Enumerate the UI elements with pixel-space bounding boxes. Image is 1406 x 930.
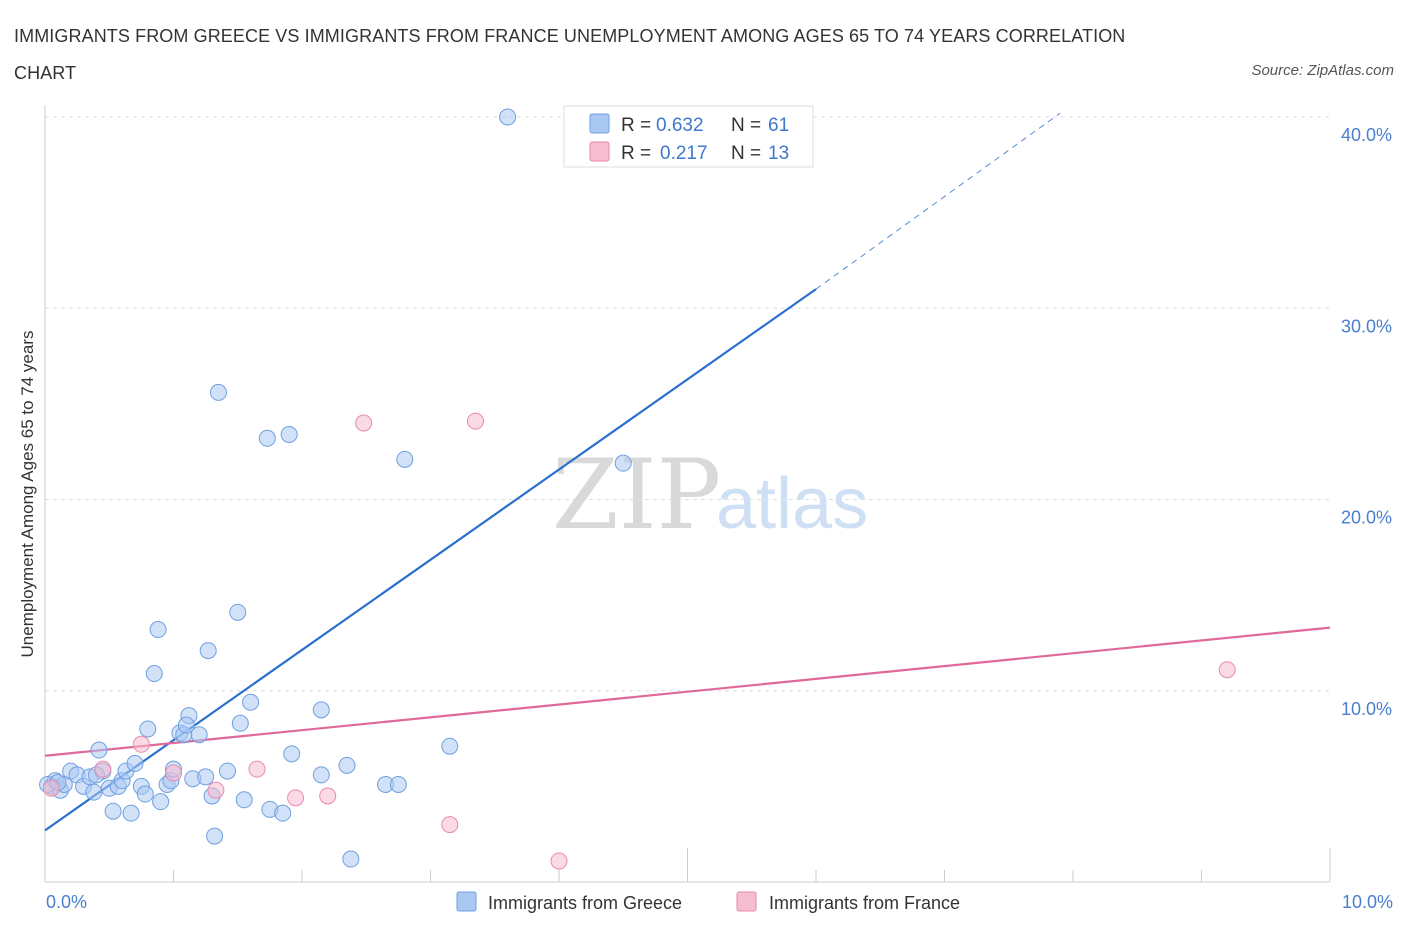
point-greece-35 xyxy=(206,827,224,845)
point-greece-23 xyxy=(152,793,170,811)
trend-line-france xyxy=(44,626,1331,757)
point-greece-54 xyxy=(441,737,459,755)
x-tick-label-1: 10.0% xyxy=(1342,892,1393,912)
point-greece-9 xyxy=(90,741,108,759)
legend-r-label-france: R = xyxy=(621,143,651,164)
legend-r-label-greece: R = xyxy=(621,115,651,136)
data-points xyxy=(39,108,1236,870)
correlation-legend: R = 0.632 N = 61 R = 0.217 N = 13 xyxy=(563,105,814,168)
point-greece-52 xyxy=(389,775,407,793)
legend-r-value-france: 0.217 xyxy=(660,143,708,164)
axes xyxy=(44,105,1331,883)
watermark: ZIP atlas xyxy=(552,439,868,551)
point-greece-45 xyxy=(280,425,298,443)
point-greece-16 xyxy=(122,804,140,822)
series-legend-swatch-greece xyxy=(456,891,477,912)
point-france-6 xyxy=(287,789,305,807)
legend-n-value-greece: 61 xyxy=(768,115,789,136)
y-tick-label-3: 40.0% xyxy=(1341,125,1392,145)
point-greece-42 xyxy=(258,429,276,447)
point-france-12 xyxy=(1218,661,1236,679)
point-france-2 xyxy=(132,735,150,753)
point-france-11 xyxy=(550,852,568,870)
point-greece-47 xyxy=(312,701,330,719)
point-greece-44 xyxy=(274,804,292,822)
y-tick-label-0: 10.0% xyxy=(1341,699,1392,719)
point-greece-38 xyxy=(229,603,247,621)
point-greece-39 xyxy=(231,714,249,732)
trend-lines xyxy=(44,112,1331,832)
point-greece-49 xyxy=(338,756,356,774)
y-tick-label-2: 30.0% xyxy=(1341,316,1392,336)
chart-title: IMMIGRANTS FROM GREECE VS IMMIGRANTS FRO… xyxy=(14,26,1126,83)
point-greece-53 xyxy=(396,450,414,468)
watermark-atlas: atlas xyxy=(716,464,868,544)
legend-swatch-greece xyxy=(589,113,610,134)
legend-r-value-greece: 0.632 xyxy=(656,115,704,136)
point-greece-48 xyxy=(312,766,330,784)
point-greece-19 xyxy=(136,785,154,803)
y-axis-title: Unemployment Among Ages 65 to 74 years xyxy=(18,331,37,658)
y-tick-label-1: 20.0% xyxy=(1341,508,1392,528)
series-legend-label-greece: Immigrants from Greece xyxy=(488,893,682,913)
point-greece-22 xyxy=(149,621,167,639)
point-france-5 xyxy=(248,760,266,778)
point-greece-31 xyxy=(190,726,208,744)
trend-line-greece xyxy=(44,288,817,832)
point-greece-21 xyxy=(145,665,163,683)
point-greece-59 xyxy=(177,716,195,734)
point-france-1 xyxy=(94,760,112,778)
legend-n-label-greece: N = xyxy=(731,115,761,136)
trend-line-greece-extension xyxy=(815,112,1061,290)
point-greece-46 xyxy=(283,745,301,763)
point-greece-36 xyxy=(209,383,227,401)
point-greece-17 xyxy=(126,754,144,772)
series-legend-label-france: Immigrants from France xyxy=(769,893,960,913)
point-greece-37 xyxy=(218,762,236,780)
point-greece-33 xyxy=(199,642,217,660)
point-greece-56 xyxy=(614,454,632,472)
source-label: Source: ZipAtlas.com xyxy=(1251,62,1394,79)
point-greece-40 xyxy=(235,791,253,809)
point-greece-20 xyxy=(139,720,157,738)
point-france-8 xyxy=(355,414,373,432)
point-france-4 xyxy=(207,781,225,799)
point-greece-55 xyxy=(499,108,517,126)
point-france-10 xyxy=(466,412,484,430)
point-greece-41 xyxy=(242,693,260,711)
watermark-zip: ZIP xyxy=(552,439,721,551)
legend-n-value-france: 13 xyxy=(768,143,789,164)
point-france-3 xyxy=(165,764,182,782)
point-greece-32 xyxy=(197,768,215,786)
series-legend-swatch-france xyxy=(736,891,757,912)
point-greece-12 xyxy=(104,802,122,820)
legend-swatch-france xyxy=(589,141,610,162)
tick-labels: 10.0% 20.0% 30.0% 40.0% 0.0% 10.0% xyxy=(46,125,1393,912)
point-greece-8 xyxy=(85,783,103,801)
legend-n-label-france: N = xyxy=(731,143,761,164)
x-tick-label-0: 0.0% xyxy=(46,892,87,912)
point-france-0 xyxy=(42,779,60,797)
series-legend: Immigrants from Greece Immigrants from F… xyxy=(456,891,960,913)
point-france-7 xyxy=(319,787,337,805)
point-france-9 xyxy=(441,816,459,834)
point-greece-50 xyxy=(342,850,360,868)
